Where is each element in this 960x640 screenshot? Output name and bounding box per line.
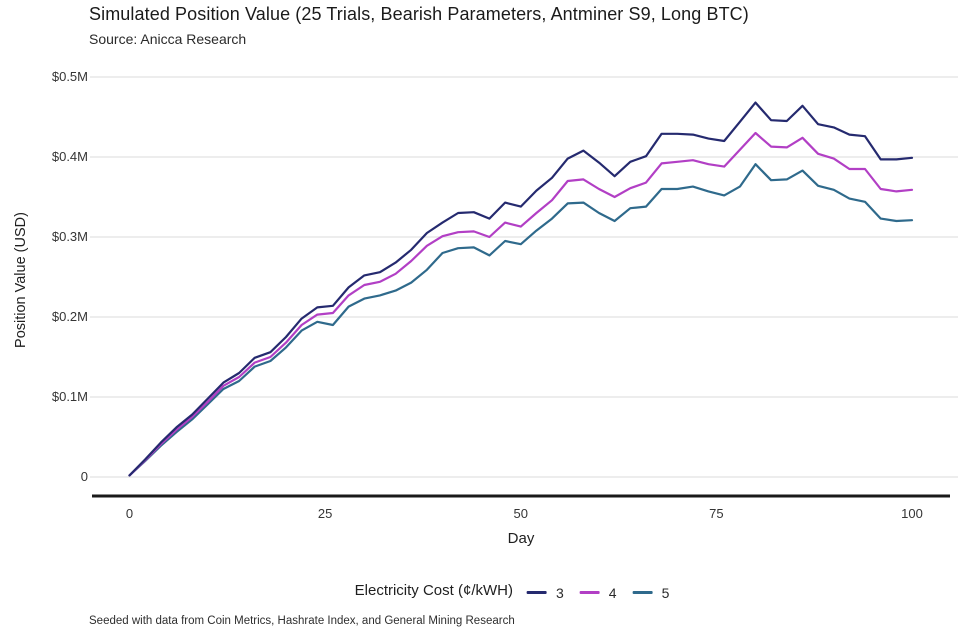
legend-line-swatch [579, 591, 600, 594]
chart-subtitle: Source: Anicca Research [89, 31, 247, 47]
legend-line-swatch [526, 591, 547, 594]
series-line-3 [128, 101, 914, 477]
legend-items: 3 4 5 [526, 581, 685, 601]
x-tick-label: 50 [513, 506, 528, 521]
legend-item-label: 4 [608, 584, 617, 601]
legend-item-5: 5 [632, 584, 670, 601]
source-footnote: Seeded with data from Coin Metrics, Hash… [89, 615, 515, 627]
legend-item-4: 4 [579, 584, 617, 601]
series-line-group [128, 101, 914, 477]
legend-line-swatch [632, 591, 653, 594]
x-tick-label: 75 [709, 506, 724, 521]
legend: Electricity Cost (¢/kWH) 3 4 5 [354, 581, 686, 601]
gridline-group [90, 76, 958, 478]
y-tick-label: $0.3M [51, 229, 88, 244]
series-line-5 [128, 163, 914, 477]
y-tick-label: $0.1M [51, 389, 88, 404]
legend-item-3: 3 [526, 584, 564, 601]
x-tick-label: 100 [901, 506, 923, 521]
series-line-4 [128, 131, 914, 477]
legend-item-label: 3 [555, 584, 564, 601]
y-tick-label: 0 [80, 469, 88, 484]
legend-title: Electricity Cost (¢/kWH) [354, 582, 513, 600]
y-tick-label: $0.4M [51, 149, 88, 164]
legend-item-label: 5 [661, 584, 670, 601]
y-tick-label: $0.2M [51, 309, 88, 324]
chart-title: Simulated Position Value (25 Trials, Bea… [89, 4, 749, 24]
y-tick-label: $0.5M [51, 69, 88, 84]
x-tick-label: 25 [317, 506, 333, 521]
x-axis-title: Day [507, 530, 535, 547]
x-tick-label: 0 [125, 506, 134, 521]
